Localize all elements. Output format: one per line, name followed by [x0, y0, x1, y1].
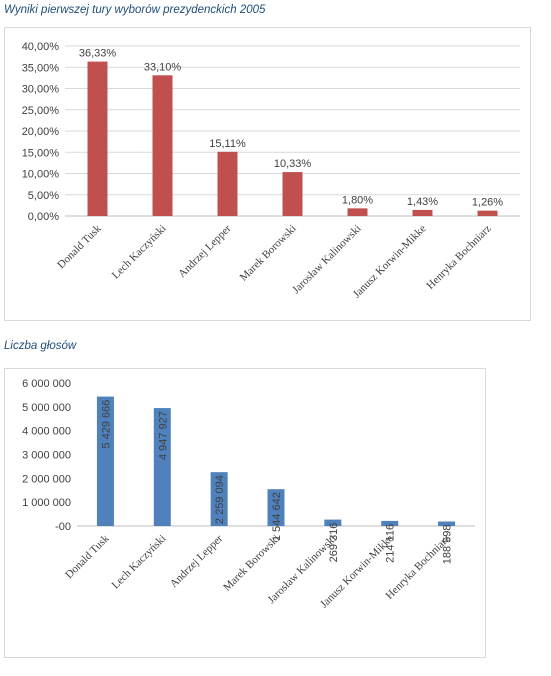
- percent-chart-category-label: Jarosław Kalinowski: [290, 223, 364, 297]
- votes-chart-data-label: 214 116: [385, 524, 397, 563]
- votes-chart-category-label: Lech Kaczyński: [110, 533, 169, 592]
- percent-chart-category-label: Lech Kaczyński: [110, 223, 169, 282]
- percent-chart-y-tick-label: 5,00%: [28, 190, 59, 202]
- votes-chart-bar: [96, 396, 114, 526]
- percent-chart: 0,00% 5,00% 10,00% 15,00% 20,00% 25,00% 30,00%…: [4, 27, 531, 321]
- percent-chart-y-tick-label: 25,00%: [22, 105, 60, 117]
- percent-chart-svg: 0,00% 5,00% 10,00% 15,00% 20,00% 25,00% 30,00%…: [22, 41, 520, 301]
- votes-chart-category-label: Donald Tusk: [63, 532, 112, 581]
- chart2-title: Liczba głosów: [4, 340, 77, 352]
- percent-chart-bar: [477, 210, 498, 216]
- votes-chart-bar: [153, 408, 171, 526]
- percent-chart-bar: [412, 209, 433, 216]
- percent-chart-bar: [347, 208, 368, 216]
- votes-chart-data-label: 188 598: [442, 525, 454, 565]
- percent-chart-bar: [217, 151, 238, 216]
- votes-chart-data-label: 269 316: [328, 523, 340, 563]
- percent-chart-data-label: 33,10%: [144, 61, 182, 73]
- votes-chart-category-label: Andrzej Lepper: [168, 532, 226, 590]
- votes-chart-bar: [267, 489, 285, 526]
- votes-chart-svg: -00 1 000 000 2 000 000 3 000 000 4 000 000 5…: [22, 378, 475, 610]
- votes-chart-bar: [324, 519, 342, 526]
- percent-chart-category-label: Marek Borowski: [238, 223, 299, 284]
- percent-chart-bar: [87, 61, 108, 216]
- percent-chart-y-tick-label: 20,00%: [22, 126, 60, 138]
- votes-chart-y-tick-label: 1 000 000: [22, 497, 71, 509]
- percent-chart-bar: [152, 75, 173, 216]
- votes-chart-y-tick-label: -00: [55, 521, 71, 533]
- votes-chart-category-label: Marek Borowski: [221, 533, 282, 594]
- percent-chart-category-label: Andrzej Lepper: [176, 222, 234, 280]
- percent-chart-y-tick-label: 0,00%: [28, 211, 59, 223]
- percent-chart-bar: [282, 172, 303, 216]
- percent-chart-data-label: 36,33%: [79, 48, 117, 60]
- votes-chart-bar: [438, 521, 456, 526]
- votes-chart-y-tick-label: 6 000 000: [22, 378, 71, 390]
- votes-chart-data-label: 5 429 666: [100, 400, 112, 449]
- percent-chart-y-tick-label: 40,00%: [22, 41, 60, 53]
- votes-chart-y-tick-label: 4 000 000: [22, 426, 71, 438]
- percent-chart-category-label: Donald Tusk: [55, 222, 104, 271]
- percent-chart-data-label: 10,33%: [274, 158, 312, 170]
- percent-chart-category-label: Henryka Bochniarz: [424, 223, 493, 292]
- votes-chart-data-label: 4 947 927: [157, 411, 169, 460]
- votes-chart-y-tick-label: 3 000 000: [22, 450, 71, 462]
- percent-chart-y-tick-label: 30,00%: [22, 84, 60, 96]
- percent-chart-data-label: 1,80%: [342, 194, 373, 206]
- percent-chart-category-label: Janusz Korwin-Mikke: [351, 223, 429, 301]
- percent-chart-y-tick-label: 15,00%: [22, 147, 60, 159]
- votes-chart-data-label: 1 544 642: [271, 492, 283, 541]
- votes-chart-bar: [381, 520, 399, 526]
- percent-chart-y-tick-label: 35,00%: [22, 62, 60, 74]
- percent-chart-data-label: 1,43%: [407, 196, 438, 208]
- percent-chart-data-label: 15,11%: [209, 138, 246, 150]
- percent-chart-data-label: 1,26%: [472, 197, 503, 209]
- votes-chart-bar: [210, 472, 228, 526]
- percent-chart-y-tick-label: 10,00%: [22, 169, 60, 181]
- votes-chart-y-tick-label: 2 000 000: [22, 473, 71, 485]
- chart1-title: Wyniki pierwszej tury wyborów prezydenck…: [4, 4, 266, 16]
- votes-chart-y-tick-label: 5 000 000: [22, 402, 71, 414]
- votes-chart-data-label: 2 259 094: [214, 475, 226, 524]
- votes-chart: -00 1 000 000 2 000 000 3 000 000 4 000 000 5…: [4, 368, 486, 658]
